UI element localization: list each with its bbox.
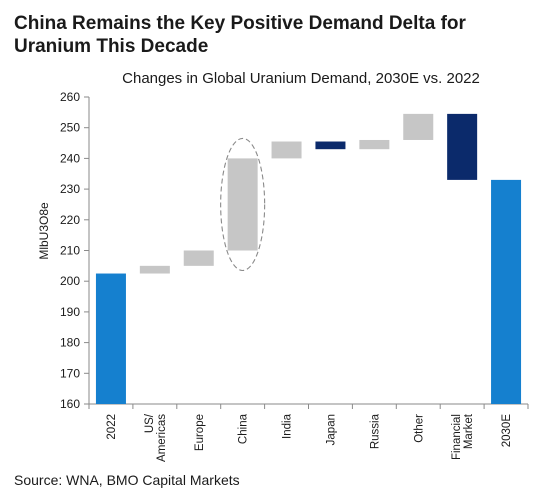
x-tick-label: China <box>238 413 250 444</box>
chart-bars <box>95 113 522 404</box>
x-tick-labels: 2022 US/Americas Europe China India Japan Russ… <box>106 413 513 462</box>
x-tick-label: Russia <box>369 413 381 449</box>
y-tick-label: 170 <box>60 366 80 380</box>
waterfall-chart: Changes in Global Uranium Demand, 2030E … <box>37 70 529 462</box>
y-tick-label: 200 <box>60 274 80 288</box>
source-note: Source: WNA, BMO Capital Markets <box>14 472 240 488</box>
bar-financial-market <box>447 113 478 180</box>
bar-2022 <box>95 273 126 404</box>
x-tick-label: Financial <box>451 414 463 460</box>
y-tick-label: 180 <box>60 336 80 350</box>
x-tick-label: Japan <box>325 414 337 445</box>
x-tick-label: Market <box>463 413 475 449</box>
y-tick-label: 210 <box>60 244 80 258</box>
x-tick-label: Europe <box>194 414 206 451</box>
chart-title: Changes in Global Uranium Demand, 2030E … <box>122 70 480 87</box>
chart-headline: China Remains the Key Positive Demand De… <box>14 12 534 58</box>
bar-us-americas <box>139 265 170 274</box>
x-tick-label: India <box>282 413 294 439</box>
x-tick-label: Other <box>413 414 425 443</box>
highlight-ellipse <box>220 137 266 272</box>
bar-china <box>227 158 258 251</box>
y-tick-label: 190 <box>60 305 80 319</box>
y-tick-label: 230 <box>60 182 80 196</box>
y-tick-label: 260 <box>60 90 80 104</box>
chart-axes: 160 170 180 190 200 210 220 230 240 250 260 <box>60 90 529 411</box>
x-tick-label: 2030E <box>501 414 513 448</box>
x-tick-label: US/ <box>144 413 156 433</box>
bar-2030e <box>491 179 522 404</box>
bar-other <box>403 113 434 140</box>
x-tick-label: Americas <box>156 414 168 462</box>
bar-russia <box>359 139 390 150</box>
china-highlight <box>220 137 266 272</box>
bar-india <box>271 141 302 159</box>
y-tick-label: 220 <box>60 213 80 227</box>
y-axis-label: MlbU3O8e <box>37 202 51 260</box>
bar-europe <box>183 250 214 266</box>
headline-line-1: China Remains the Key Positive Demand De… <box>14 13 466 34</box>
headline-line-2: Uranium This Decade <box>14 36 209 57</box>
y-tick-label: 160 <box>60 397 80 411</box>
bar-japan <box>315 141 346 150</box>
y-tick-label: 240 <box>60 151 80 165</box>
x-tick-label: 2022 <box>106 414 118 440</box>
y-tick-label: 250 <box>60 121 80 135</box>
